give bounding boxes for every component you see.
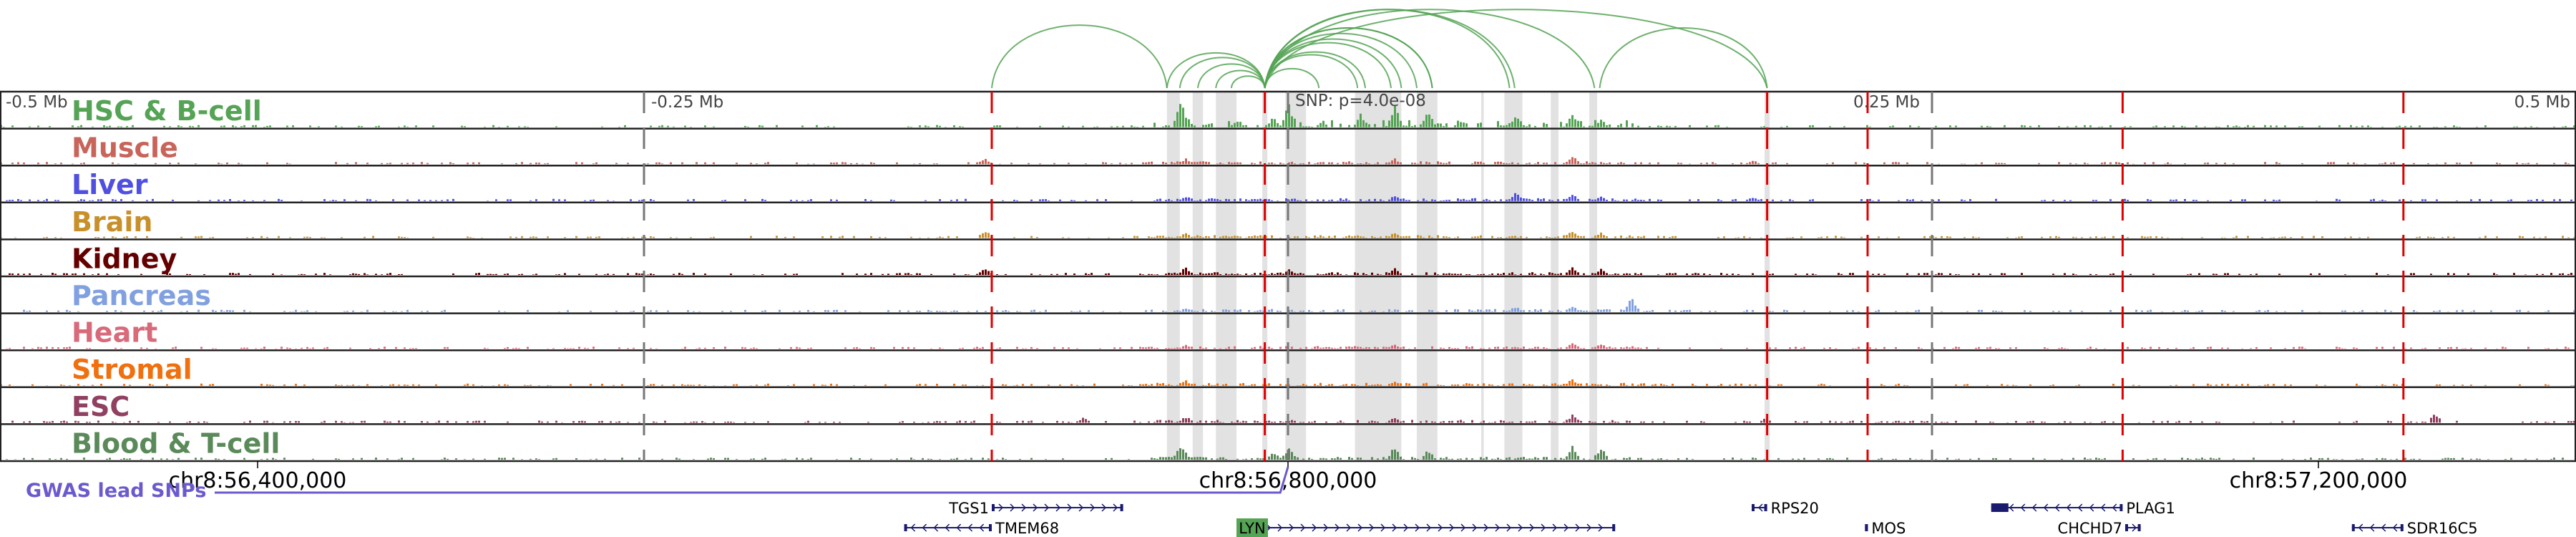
gene-label: RPS20 [1771,500,1819,517]
chrom-tick-label: chr8:56,800,000 [1199,468,1377,493]
track-label: Heart [72,317,157,349]
loop-arc [1264,9,1516,89]
track-labels: HSC & B-cell Muscle Liver Brain Kidney Pancre… [72,95,280,459]
track-label: Liver [72,169,148,200]
gwas-track-label: GWAS lead SNPs [26,480,206,502]
gene-label: LYN [1239,520,1265,537]
loop-arc [1230,75,1266,89]
signal-blood-t-cell [6,445,2564,460]
loop-arc [1264,51,1366,89]
exon [2119,504,2123,511]
track-label: Stromal [72,354,192,385]
gene-label: SDR16C5 [2407,520,2478,537]
exon [2351,524,2355,531]
gene-label: TGS1 [948,500,989,517]
exon [1752,504,1755,511]
gene-label: CHCHD7 [2058,520,2122,537]
loop-arc [1264,32,1418,89]
exon [989,524,992,531]
strand-arrow-right-icon [2132,523,2137,532]
gene-label: MOS [1871,520,1906,537]
gene-label-box [1236,518,1268,537]
track-label: ESC [72,391,130,422]
gene-chchd7: CHCHD7 [2058,520,2141,537]
strand-arrow-left-icon [910,523,985,532]
axis-label-right: 0.5 Mb [2514,93,2570,112]
gene-label: PLAG1 [2126,500,2175,517]
chrom-tick-label: chr8:57,200,000 [2230,468,2408,493]
loop-arc [991,24,1168,89]
chromosome-axis: chr8:56,400,000 chr8:56,800,000 chr8:57,20… [169,461,2408,494]
gene-rps20: RPS20 [1752,500,1819,517]
loop-arc [1599,27,1768,89]
gwas-snp-line [215,466,1289,494]
signal-muscle [0,157,2570,165]
chrom-tick-label: chr8:56,400,000 [169,468,347,493]
track-label: Blood & T-cell [72,427,280,459]
track-label: Brain [72,206,152,238]
loop-arcs [991,9,1768,89]
strand-arrow-left-icon [1757,503,1763,512]
exon [1865,524,1868,531]
exon [1120,504,1123,511]
gene-lyn: LYN [1236,518,1616,537]
gene-label: TMEM68 [995,520,1059,537]
marker-lines [643,92,2405,461]
axis-label-left-mid: -0.25 Mb [651,93,723,112]
strand-arrow-left-icon [2358,523,2398,532]
signal-tracks [0,90,2576,463]
exon [992,504,995,511]
gene-tgs1: TGS1 [948,500,1123,517]
exon [1612,524,1616,531]
loop-arc [1264,9,1768,89]
exon [2137,524,2141,531]
track-label: Pancreas [72,280,211,311]
exon [2400,524,2404,531]
track-label: Muscle [72,132,178,164]
snp-pvalue-label: SNP: p=4.0e-08 [1295,92,1426,110]
gene-sdr16c5: SDR16C5 [2351,520,2478,537]
exon [1764,504,1767,511]
axis-label-right-mid: 0.25 Mb [1853,93,1920,112]
signal-esc [11,415,2575,423]
plag1-utr-block [1991,503,2009,512]
track-label: Kidney [72,243,177,274]
strand-arrow-right-icon [998,503,1118,512]
axis-label-left: -0.5 Mb [6,93,68,112]
gene-plag1: PLAG1 [1991,500,2175,517]
track-label: HSC & B-cell [72,95,262,127]
gene-mos: MOS [1865,520,1906,537]
exon [2125,524,2128,531]
gene-tmem68: TMEM68 [904,520,1059,537]
exon [904,524,907,531]
